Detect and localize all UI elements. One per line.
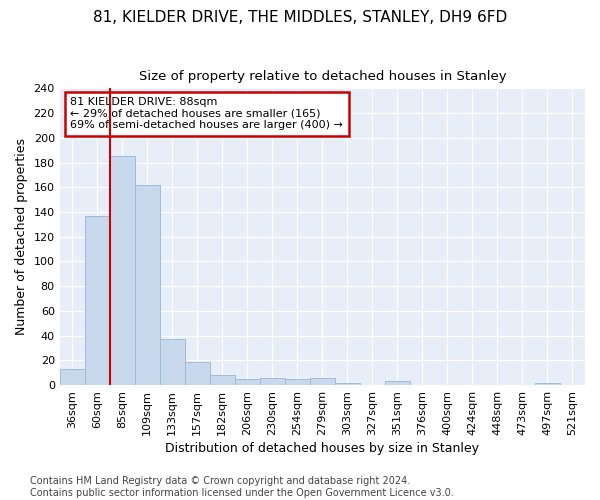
Bar xyxy=(110,156,135,385)
Bar xyxy=(385,382,410,385)
Bar xyxy=(160,340,185,385)
Bar xyxy=(235,379,260,385)
Bar xyxy=(535,382,560,385)
Bar xyxy=(59,369,85,385)
X-axis label: Distribution of detached houses by size in Stanley: Distribution of detached houses by size … xyxy=(166,442,479,455)
Text: 81, KIELDER DRIVE, THE MIDDLES, STANLEY, DH9 6FD: 81, KIELDER DRIVE, THE MIDDLES, STANLEY,… xyxy=(93,10,507,25)
Bar xyxy=(260,378,285,385)
Bar xyxy=(285,379,310,385)
Bar xyxy=(185,362,210,385)
Bar xyxy=(335,382,360,385)
Y-axis label: Number of detached properties: Number of detached properties xyxy=(15,138,28,335)
Bar xyxy=(85,216,110,385)
Title: Size of property relative to detached houses in Stanley: Size of property relative to detached ho… xyxy=(139,70,506,83)
Text: Contains HM Land Registry data © Crown copyright and database right 2024.
Contai: Contains HM Land Registry data © Crown c… xyxy=(30,476,454,498)
Text: 81 KIELDER DRIVE: 88sqm
← 29% of detached houses are smaller (165)
69% of semi-d: 81 KIELDER DRIVE: 88sqm ← 29% of detache… xyxy=(70,97,343,130)
Bar xyxy=(210,375,235,385)
Bar xyxy=(310,378,335,385)
Bar xyxy=(135,185,160,385)
